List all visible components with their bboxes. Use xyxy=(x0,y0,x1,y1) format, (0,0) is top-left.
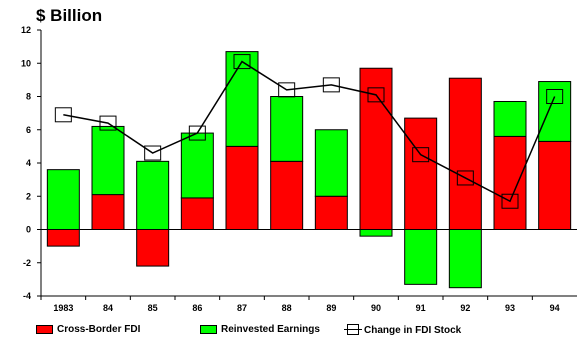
bar-cross-border xyxy=(136,229,170,267)
bar-cross-border xyxy=(46,229,80,247)
bar-reinvested xyxy=(538,81,572,142)
bar-cross-border xyxy=(225,145,259,230)
line-marker xyxy=(546,89,564,104)
bar-reinvested xyxy=(448,229,482,289)
x-tick-label: 88 xyxy=(282,303,292,313)
x-tick-label: 93 xyxy=(505,303,515,313)
x-tick-label: 91 xyxy=(416,303,426,313)
x-tick-label: 92 xyxy=(460,303,470,313)
line-marker xyxy=(278,82,296,98)
y-tick-label: -4 xyxy=(23,291,31,301)
bar-cross-border xyxy=(91,194,125,230)
bar-reinvested xyxy=(136,160,170,230)
y-tick-label: -2 xyxy=(23,258,31,268)
bar-cross-border xyxy=(448,77,482,231)
line-marker xyxy=(233,54,251,70)
x-tick-label: 1983 xyxy=(53,303,73,313)
x-tick-label: 89 xyxy=(326,303,336,313)
bar-cross-border xyxy=(493,135,527,230)
bar-cross-border xyxy=(404,117,438,230)
x-tick-label: 87 xyxy=(237,303,247,313)
legend-label-reinvested: Reinvested Earnings xyxy=(221,324,320,335)
legend-label-cross-border: Cross-Border FDI xyxy=(57,324,141,335)
y-tick-label: 10 xyxy=(21,58,31,68)
bar-reinvested xyxy=(404,229,438,285)
bar-cross-border xyxy=(538,140,572,230)
y-tick-label: 0 xyxy=(26,225,31,235)
line-marker xyxy=(322,77,340,93)
bar-reinvested xyxy=(493,100,527,137)
y-tick-label: 2 xyxy=(26,191,31,201)
line-marker xyxy=(412,147,430,163)
bar-reinvested xyxy=(314,129,348,197)
y-tick-label: 12 xyxy=(21,25,31,35)
legend-item-change-stock: Change in FDI Stock xyxy=(344,324,461,336)
legend-swatch-reinvested xyxy=(200,325,217,334)
x-tick-label: 85 xyxy=(148,303,158,313)
line-marker xyxy=(144,145,162,161)
x-tick-label: 84 xyxy=(103,303,113,313)
bar-reinvested xyxy=(180,132,214,199)
line-marker xyxy=(188,125,206,141)
line-marker xyxy=(456,170,474,186)
bar-reinvested xyxy=(270,96,304,162)
y-tick-label: 8 xyxy=(26,92,31,102)
x-tick-label: 90 xyxy=(371,303,381,313)
bar-cross-border xyxy=(270,160,304,230)
bar-cross-border xyxy=(180,197,214,231)
line-change-fdi-stock xyxy=(63,60,556,203)
x-tick-label: 94 xyxy=(550,303,560,313)
legend-label-change-stock: Change in FDI Stock xyxy=(364,324,462,336)
legend-swatch-cross-border xyxy=(36,325,53,334)
x-tick-label: 86 xyxy=(192,303,202,313)
bar-reinvested xyxy=(225,51,259,147)
line-marker xyxy=(54,107,72,123)
y-tick-label: 4 xyxy=(26,158,31,168)
bar-reinvested xyxy=(91,125,125,196)
line-marker xyxy=(99,115,117,131)
line-marker xyxy=(501,193,519,209)
legend: Cross-Border FDI Reinvested Earnings Cha… xyxy=(0,324,577,344)
bar-reinvested xyxy=(46,169,80,230)
legend-swatch-change-stock xyxy=(344,324,362,336)
y-unit-label: $ Billion xyxy=(36,6,103,25)
line-marker xyxy=(367,87,385,103)
legend-item-reinvested: Reinvested Earnings xyxy=(200,324,320,335)
bar-reinvested xyxy=(359,229,393,237)
bar-cross-border xyxy=(314,195,348,230)
y-tick-label: 6 xyxy=(26,125,31,135)
legend-item-cross-border: Cross-Border FDI xyxy=(36,324,140,335)
